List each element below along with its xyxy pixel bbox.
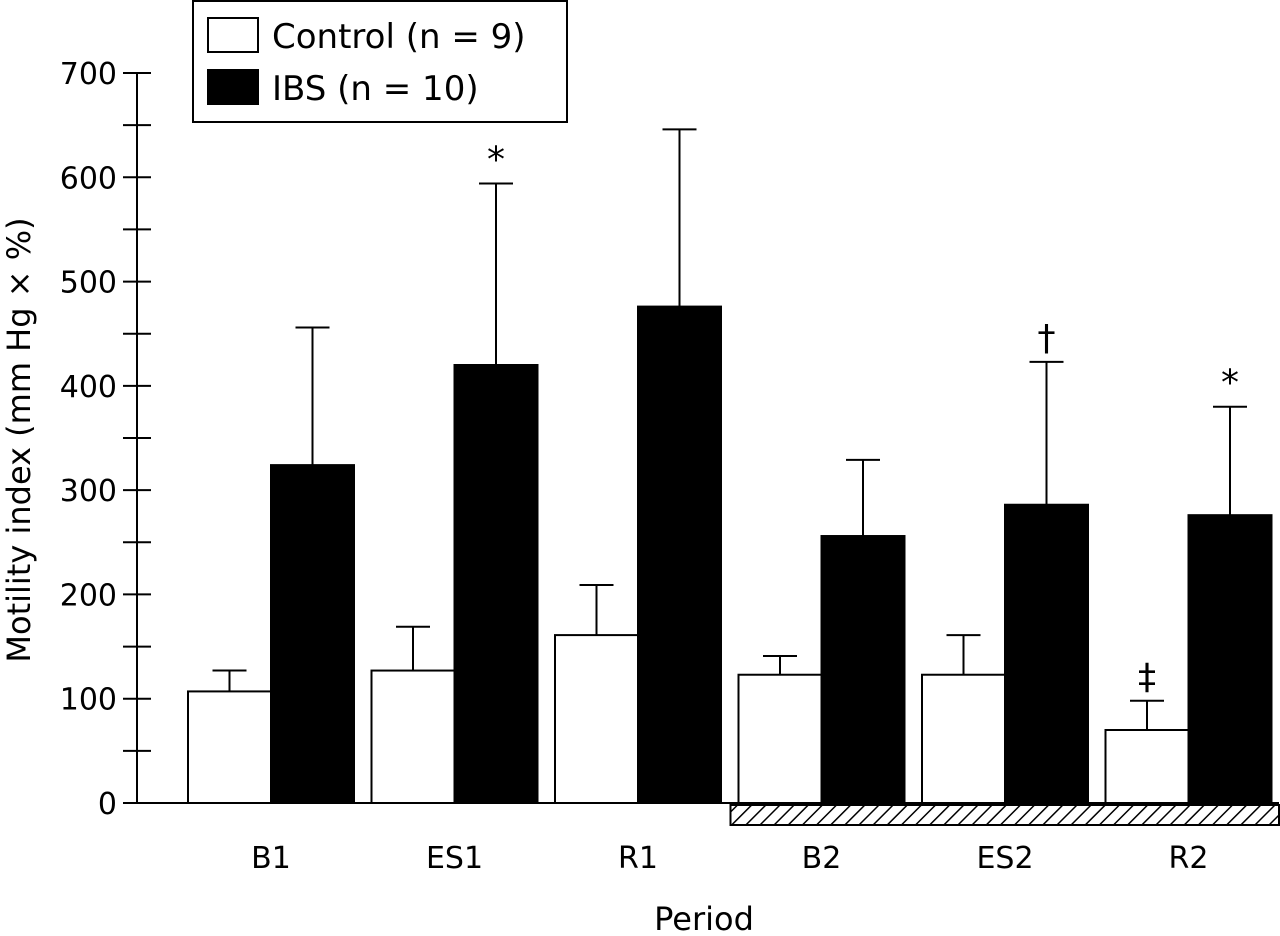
bar-B1-ibs — [270, 464, 355, 804]
bar-R1-control — [554, 634, 639, 804]
x-axis-title: Period — [654, 900, 754, 936]
bar-ES1-ibs — [453, 364, 539, 804]
legend-label: Control (n = 9) — [272, 17, 526, 57]
bar-R2-control — [1104, 729, 1190, 804]
legend-label: IBS (n = 10) — [272, 69, 479, 109]
x-tick-label: ES2 — [976, 841, 1033, 876]
x-axis-labels: B1 ES1 R1 B2 ES2 R2 — [251, 841, 1208, 876]
x-tick-label: B2 — [802, 841, 842, 876]
x-tick-label: ES1 — [426, 841, 483, 876]
y-tick-label: 400 — [60, 370, 117, 405]
bar-B2-ibs — [820, 535, 906, 804]
x-tick-label: R2 — [1169, 841, 1209, 876]
bar-R2-ibs — [1187, 514, 1273, 805]
bar-ES2-ibs — [1004, 503, 1089, 804]
hatched-period-band — [729, 804, 1280, 826]
y-tick-label: 600 — [60, 161, 117, 196]
bar-R1-ibs — [637, 305, 722, 804]
bar-ES1-control — [370, 669, 456, 804]
significance-marker: * — [487, 140, 505, 181]
y-tick-label: 500 — [60, 266, 117, 301]
y-tick-label: 0 — [98, 787, 117, 822]
y-tick-label: 700 — [60, 57, 117, 92]
legend-swatch — [207, 17, 259, 53]
legend: Control (n = 9) IBS (n = 10) — [192, 0, 568, 123]
y-tick-label: 200 — [60, 578, 117, 613]
significance-marker: † — [1038, 318, 1056, 359]
y-tick-label: 100 — [60, 683, 117, 718]
y-tick-label: 300 — [60, 474, 117, 509]
bar-B1-control — [187, 690, 272, 805]
x-tick-label: R1 — [618, 841, 658, 876]
bars — [187, 128, 1273, 805]
significance-marker: * — [1221, 363, 1239, 404]
y-axis-title: Motility index (mm Hg × %) — [0, 217, 38, 662]
significance-marker: ‡ — [1138, 657, 1156, 698]
significance-annotations: * † * ‡ — [487, 140, 1239, 698]
legend-swatch — [207, 69, 259, 105]
hatched-band — [729, 804, 1280, 826]
bar-B2-control — [737, 673, 823, 804]
x-tick-label: B1 — [251, 841, 291, 876]
bar-ES2-control — [921, 673, 1006, 804]
